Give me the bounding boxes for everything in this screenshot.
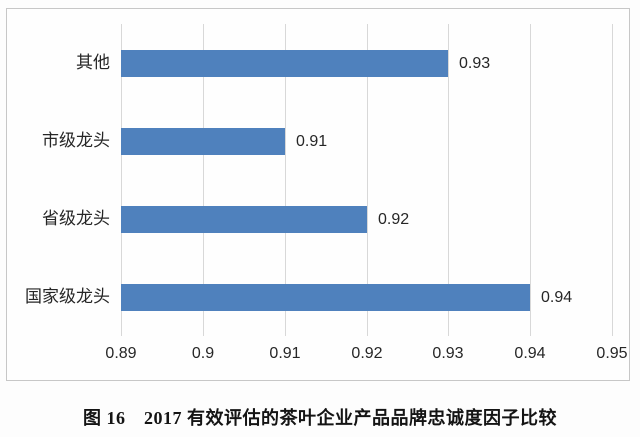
gridline-0.9 [203, 24, 204, 336]
gridline-0.92 [367, 24, 368, 336]
x-tick-label: 0.9 [191, 345, 215, 362]
category-label: 市级龙头 [42, 131, 110, 150]
x-tick-label: 0.95 [596, 345, 628, 362]
value-label: 0.92 [378, 211, 410, 228]
bar-chart: 0.93 0.91 0.92 0.94 其他市级龙头省级龙头国家级龙头 0.89 0.9… [6, 8, 630, 381]
gridline-0.89 [121, 24, 122, 336]
x-tick-label: 0.93 [432, 345, 464, 362]
gridline-0.94 [530, 24, 531, 336]
gridline-0.93 [448, 24, 449, 336]
plot-area: 0.93 0.91 0.92 0.94 [121, 24, 613, 336]
category-label: 国家级龙头 [25, 287, 110, 306]
bar-1 [121, 50, 448, 77]
x-tick-label: 0.89 [105, 345, 137, 362]
gridline-0.91 [285, 24, 286, 336]
y-axis-category-labels: 其他市级龙头省级龙头国家级龙头 [7, 24, 110, 336]
figure-caption: 图 16 2017 有效评估的茶叶企业产品品牌忠诚度因子比较 [83, 408, 557, 428]
value-label: 0.93 [459, 55, 491, 72]
value-label: 0.91 [296, 133, 328, 150]
gridline-0.95 [612, 24, 613, 336]
x-tick-label: 0.94 [514, 345, 546, 362]
bar-2 [121, 128, 285, 155]
bar-4 [121, 284, 530, 311]
x-axis-tick-labels: 0.89 0.9 0.91 0.92 0.93 0.94 0.95 [105, 345, 627, 367]
value-label: 0.94 [541, 289, 573, 306]
bar-3 [121, 206, 367, 233]
x-tick-label: 0.91 [269, 345, 301, 362]
category-label: 省级龙头 [42, 209, 110, 228]
x-tick-label: 0.92 [351, 345, 383, 362]
category-label: 其他 [76, 53, 110, 72]
